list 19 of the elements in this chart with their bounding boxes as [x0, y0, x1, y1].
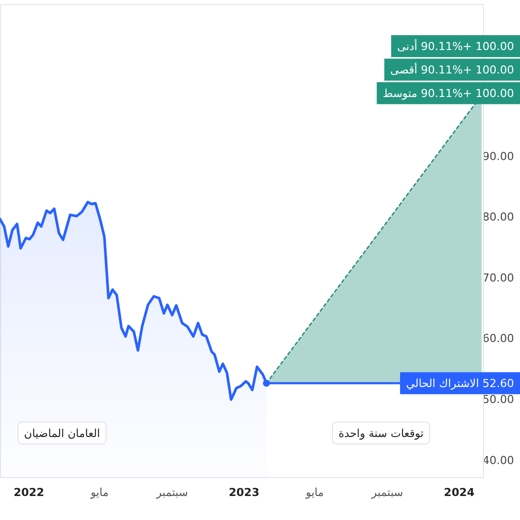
- x-tick-label: سبتمبر: [370, 486, 404, 499]
- annotation: 100.00 +90.11% أقصى: [390, 62, 514, 77]
- x-tick-label: سبتمبر: [155, 486, 188, 499]
- x-tick-label: 2024: [444, 486, 475, 499]
- annotation: توقعات سنة واحدة: [338, 427, 424, 440]
- x-tick-label: مايو: [304, 486, 324, 499]
- annotation: 100.00 +90.11% متوسط: [382, 87, 514, 100]
- y-tick-label: 90.00: [482, 150, 514, 163]
- y-tick-label: 50.00: [482, 393, 514, 406]
- y-tick-label: 80.00: [482, 210, 514, 224]
- x-tick-label: 2022: [14, 486, 44, 499]
- ref-line-label: 52.60 الاشتراك الحالي: [406, 377, 514, 390]
- y-tick-label: 40.00: [482, 454, 514, 467]
- y-tick-label: 70.00: [482, 271, 514, 284]
- annotation: العامان الماضيان: [24, 427, 100, 440]
- y-tick-label: 60.00: [482, 332, 514, 346]
- annotation: 100.00 +90.11% أدنى: [397, 39, 514, 54]
- x-tick-label: 2023: [228, 486, 260, 499]
- x-tick-label: مايو: [90, 486, 109, 499]
